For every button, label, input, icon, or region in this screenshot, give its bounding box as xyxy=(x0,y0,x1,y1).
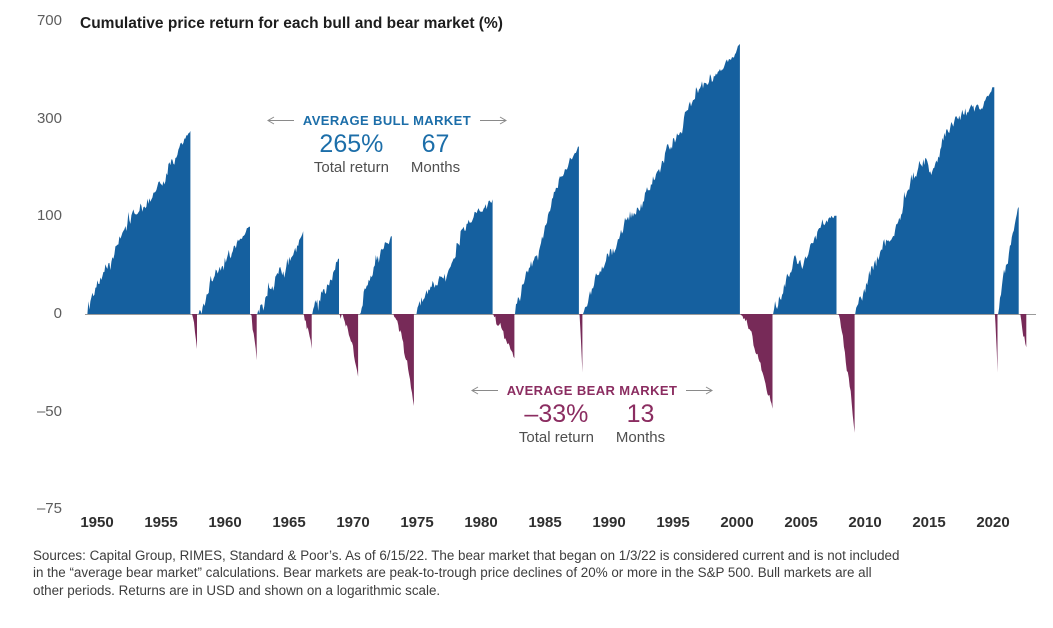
bull-market-area xyxy=(998,206,1019,314)
source-footnote: Sources: Capital Group, RIMES, Standard … xyxy=(33,547,1038,599)
bull-market-area xyxy=(197,226,250,314)
footnote-line: other periods. Returns are in USD and sh… xyxy=(33,582,441,598)
y-axis-label: 700 xyxy=(36,12,62,30)
y-axis-label: 0 xyxy=(53,305,62,322)
y-axis-label: –50 xyxy=(36,402,62,420)
x-axis-label: 1950 xyxy=(80,514,114,531)
bull-market-area xyxy=(773,215,837,314)
x-axis-label: 1980 xyxy=(464,514,498,531)
bear-market-area xyxy=(250,314,257,361)
x-axis-label: 1955 xyxy=(144,514,178,531)
bear-market-area xyxy=(191,314,197,349)
x-axis-label: 1970 xyxy=(336,514,370,531)
x-axis-label: 1985 xyxy=(528,514,562,531)
bull-market-area xyxy=(87,131,191,314)
bear-market-area xyxy=(994,314,998,373)
bull-market-area xyxy=(358,236,392,314)
x-axis-label: 1995 xyxy=(656,514,690,531)
x-axis-label: 2010 xyxy=(848,514,882,531)
x-axis-label: 1965 xyxy=(272,514,306,531)
bear-market-area xyxy=(303,314,312,349)
x-axis-label: 1990 xyxy=(592,514,626,531)
bear-market-area xyxy=(1019,314,1027,348)
bull-market-area xyxy=(312,258,339,314)
bull-market-area xyxy=(414,199,493,314)
bull-market-area xyxy=(855,87,995,314)
bear-market-area xyxy=(579,314,583,373)
bull-market-area xyxy=(583,43,740,315)
bear-market-area xyxy=(392,314,414,406)
y-axis-label: –75 xyxy=(36,500,62,518)
x-axis-label: 1960 xyxy=(208,514,242,531)
bear-market-area xyxy=(339,314,359,377)
bear-market-area xyxy=(493,314,515,359)
y-axis-label: 100 xyxy=(36,207,62,225)
x-axis-label: 1975 xyxy=(400,514,434,531)
x-axis-label: 2020 xyxy=(976,514,1010,531)
bear-market-area xyxy=(740,314,773,409)
footnote-line: Sources: Capital Group, RIMES, Standard … xyxy=(33,548,900,563)
footnote-line: in the “average bear market” calculation… xyxy=(33,565,872,581)
x-axis-label: 2005 xyxy=(784,514,818,531)
bear-market-area xyxy=(837,314,855,433)
bull-market-area xyxy=(257,231,304,314)
y-axis-label: 300 xyxy=(36,109,62,127)
x-axis-label: 2000 xyxy=(720,514,754,531)
chart-title: Cumulative price return for each bull an… xyxy=(80,15,503,32)
x-axis-label: 2015 xyxy=(912,514,946,531)
bull-market-area xyxy=(515,146,579,314)
